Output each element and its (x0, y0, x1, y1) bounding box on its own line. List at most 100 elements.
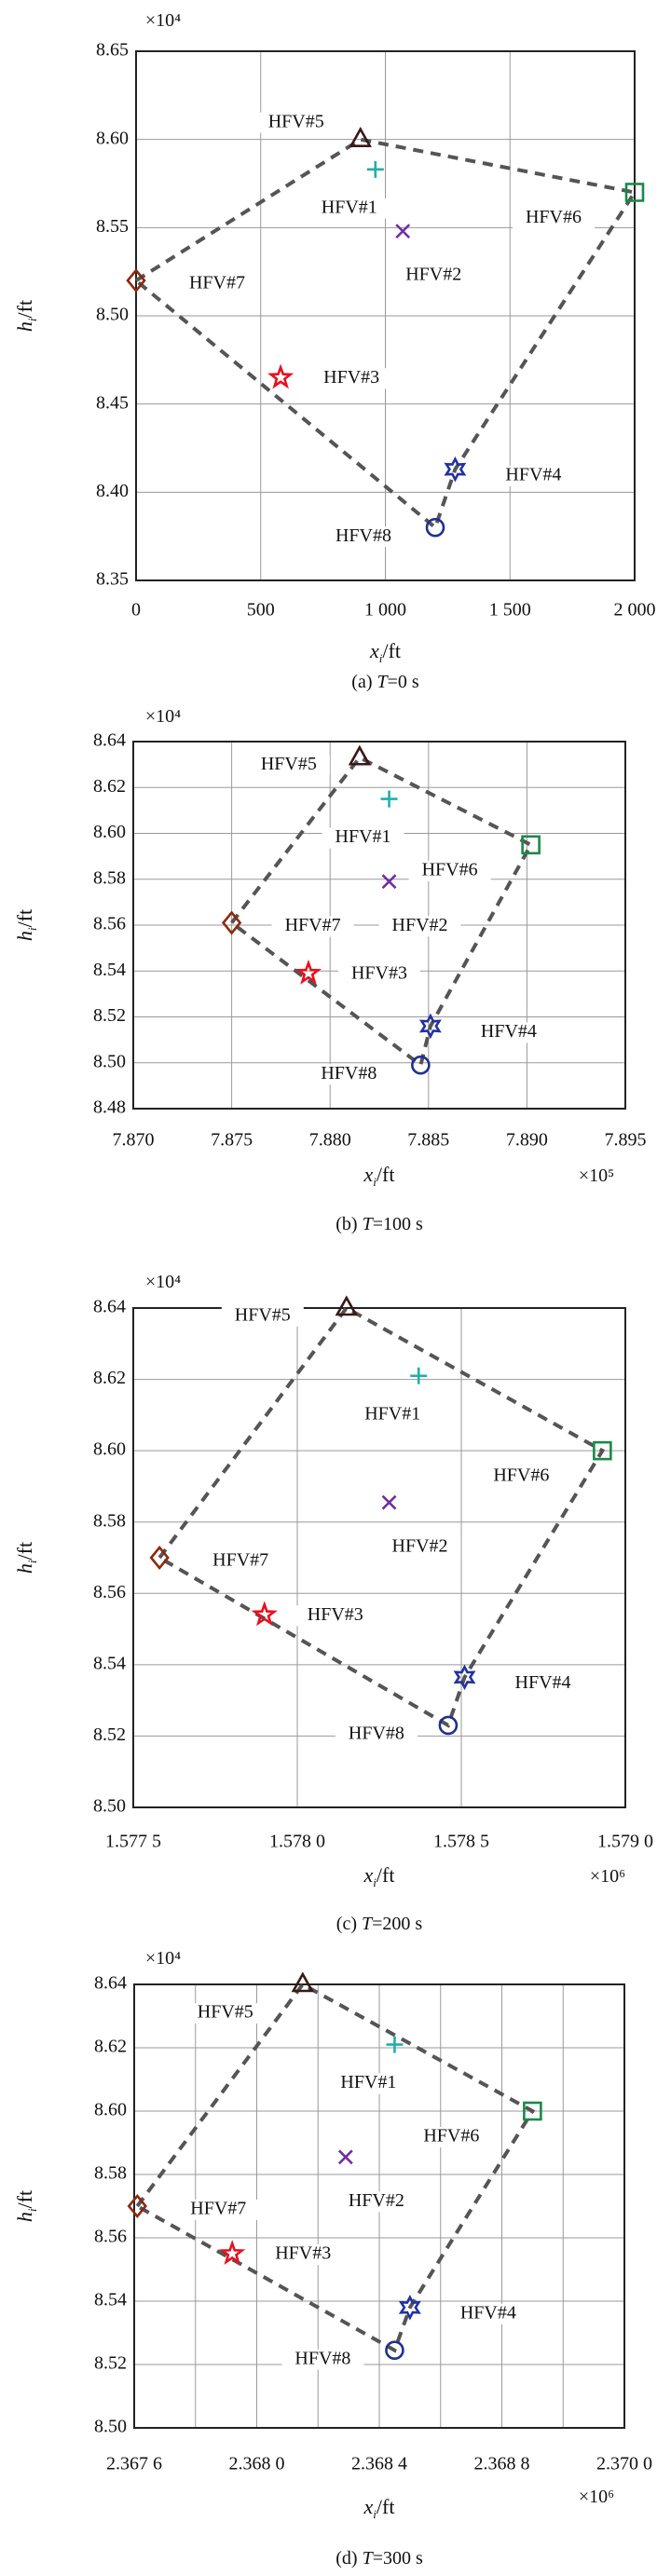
x-tick-label: 7.880 (309, 1130, 351, 1151)
label-background (254, 112, 337, 133)
x-axis-label: xi/ft (369, 639, 401, 665)
x-axis-label-sub: i (373, 1875, 377, 1889)
point-label: HFV#7 (190, 2199, 246, 2219)
caption-prefix: (b) (336, 1214, 362, 1234)
x-tick-label: 7.870 (113, 1130, 155, 1151)
y-axis-label-unit: /ft (13, 1542, 36, 1561)
label-background (247, 755, 330, 776)
y-tick-label: 8.58 (93, 867, 126, 888)
point-label: HFV#5 (268, 111, 324, 131)
hfv-marker-square-icon (593, 1440, 612, 1461)
x-axis-label-var: x (363, 2495, 374, 2518)
x-multiplier: ×10⁵ (579, 1165, 614, 1186)
x-tick-label: 2.370 0 (596, 2454, 652, 2474)
point-label: HFV#5 (198, 2002, 253, 2023)
hfv-marker-triangle-icon (335, 1295, 359, 1316)
x-multiplier: ×10⁶ (579, 2487, 614, 2507)
label-background (378, 916, 461, 937)
y-tick-label: 8.50 (93, 1051, 126, 1071)
point-label: HFV#8 (349, 1724, 404, 1744)
point-label: HFV#6 (493, 1465, 549, 1486)
label-background (322, 827, 404, 849)
point-label: HFV#4 (460, 2302, 516, 2323)
label-background (262, 2244, 345, 2265)
x-tick-label: 0 (131, 600, 141, 620)
hfv-marker-x-icon (381, 874, 397, 890)
hfv-marker-diamond-icon (149, 1545, 170, 1571)
label-background (501, 1673, 584, 1695)
x-tick-label: 1.579 0 (597, 1832, 653, 1852)
y-tick-label: 8.50 (94, 2417, 127, 2437)
y-tick-label: 8.65 (96, 40, 129, 61)
point-label: HFV#7 (285, 915, 341, 935)
formation-outline (157, 1305, 606, 1728)
point-label: HFV#6 (526, 207, 582, 227)
y-tick-label: 8.62 (93, 1368, 126, 1388)
panel-caption: (d) T=300 s (336, 2548, 423, 2569)
label-background (177, 2200, 260, 2220)
x-tick-label: 1 500 (489, 600, 531, 620)
x-axis-label-sub: i (373, 2507, 377, 2521)
chart-panel-b: 8.48 8.50 8.52 8.54 8.56 8.58 8.60 8.62 8.64 7.87… (13, 706, 647, 1234)
hfv-marker-triangle-icon (348, 744, 372, 766)
label-background (335, 1724, 418, 1745)
point-label: HFV#3 (275, 2243, 331, 2264)
y-tick-label: 8.52 (93, 1005, 126, 1026)
caption-var: T (377, 672, 390, 692)
y-axis-label-sub: i (25, 1560, 39, 1563)
label-background (410, 2127, 493, 2147)
x-axis-label-var: x (363, 1163, 374, 1186)
label-background (281, 2349, 364, 2370)
point-label: HFV#3 (351, 962, 407, 983)
x-axis-label-sub: i (379, 651, 383, 665)
caption-var: T (362, 1914, 374, 1934)
x-tick-label: 1.578 0 (269, 1832, 325, 1852)
x-tick-label: 2.368 4 (351, 2454, 407, 2474)
label-background (184, 2003, 267, 2024)
point-label: HFV#1 (336, 826, 391, 847)
label-background (392, 266, 475, 287)
caption-suffix: =100 s (373, 1214, 423, 1234)
label-background (308, 198, 390, 219)
point-label: HFV#3 (308, 1604, 363, 1625)
caption-prefix: (a) (351, 672, 377, 692)
point-label: HFV#2 (392, 915, 448, 935)
y-tick-label: 8.50 (93, 1796, 126, 1817)
point-label: HFV#7 (212, 1550, 268, 1571)
y-tick-label: 8.58 (94, 2163, 127, 2184)
y-tick-label: 8.64 (93, 730, 126, 751)
y-tick-label: 8.56 (93, 1582, 126, 1602)
y-tick-label: 8.64 (94, 1973, 127, 1994)
hfv-marker-diamond-icon (126, 268, 146, 293)
x-multiplier: ×10⁶ (590, 1866, 625, 1887)
y-axis-label-var: h (13, 321, 36, 332)
label-background (294, 1605, 377, 1627)
point-label: HFV#6 (422, 859, 478, 879)
point-label: HFV#2 (405, 265, 461, 285)
y-tick-label: 8.60 (96, 128, 129, 148)
hfv-marker-square-icon (624, 183, 645, 202)
hfv-marker-plus-icon (380, 790, 398, 808)
x-axis-label-sub: i (373, 1175, 377, 1189)
y-axis-label-var: h (13, 2212, 36, 2222)
caption-var: T (363, 1214, 375, 1234)
y-axis-label-var: h (13, 931, 36, 941)
label-background (378, 1536, 461, 1558)
y-tick-label: 8.52 (93, 1724, 126, 1745)
y-axis-label-unit: /ft (13, 300, 36, 319)
x-tick-label: 1.578 5 (433, 1832, 489, 1852)
x-tick-label: 2.367 6 (106, 2454, 162, 2474)
x-tick-label: 7.885 (407, 1130, 449, 1151)
caption-suffix: =300 s (373, 2548, 423, 2569)
y-tick-label: 8.64 (93, 1297, 126, 1317)
point-label: HFV#8 (294, 2348, 350, 2368)
y-tick-label: 8.52 (94, 2353, 127, 2374)
label-background (492, 465, 575, 486)
label-background (335, 2191, 418, 2213)
chart-panel-a: 8.35 8.40 8.45 8.50 8.55 8.60 8.65 0 500 1 000 1 5… (13, 10, 656, 692)
caption-prefix: (d) (336, 2548, 362, 2569)
hfv-marker-square-icon (523, 2101, 542, 2121)
label-background (446, 2303, 529, 2324)
point-label: HFV#4 (515, 1672, 571, 1693)
